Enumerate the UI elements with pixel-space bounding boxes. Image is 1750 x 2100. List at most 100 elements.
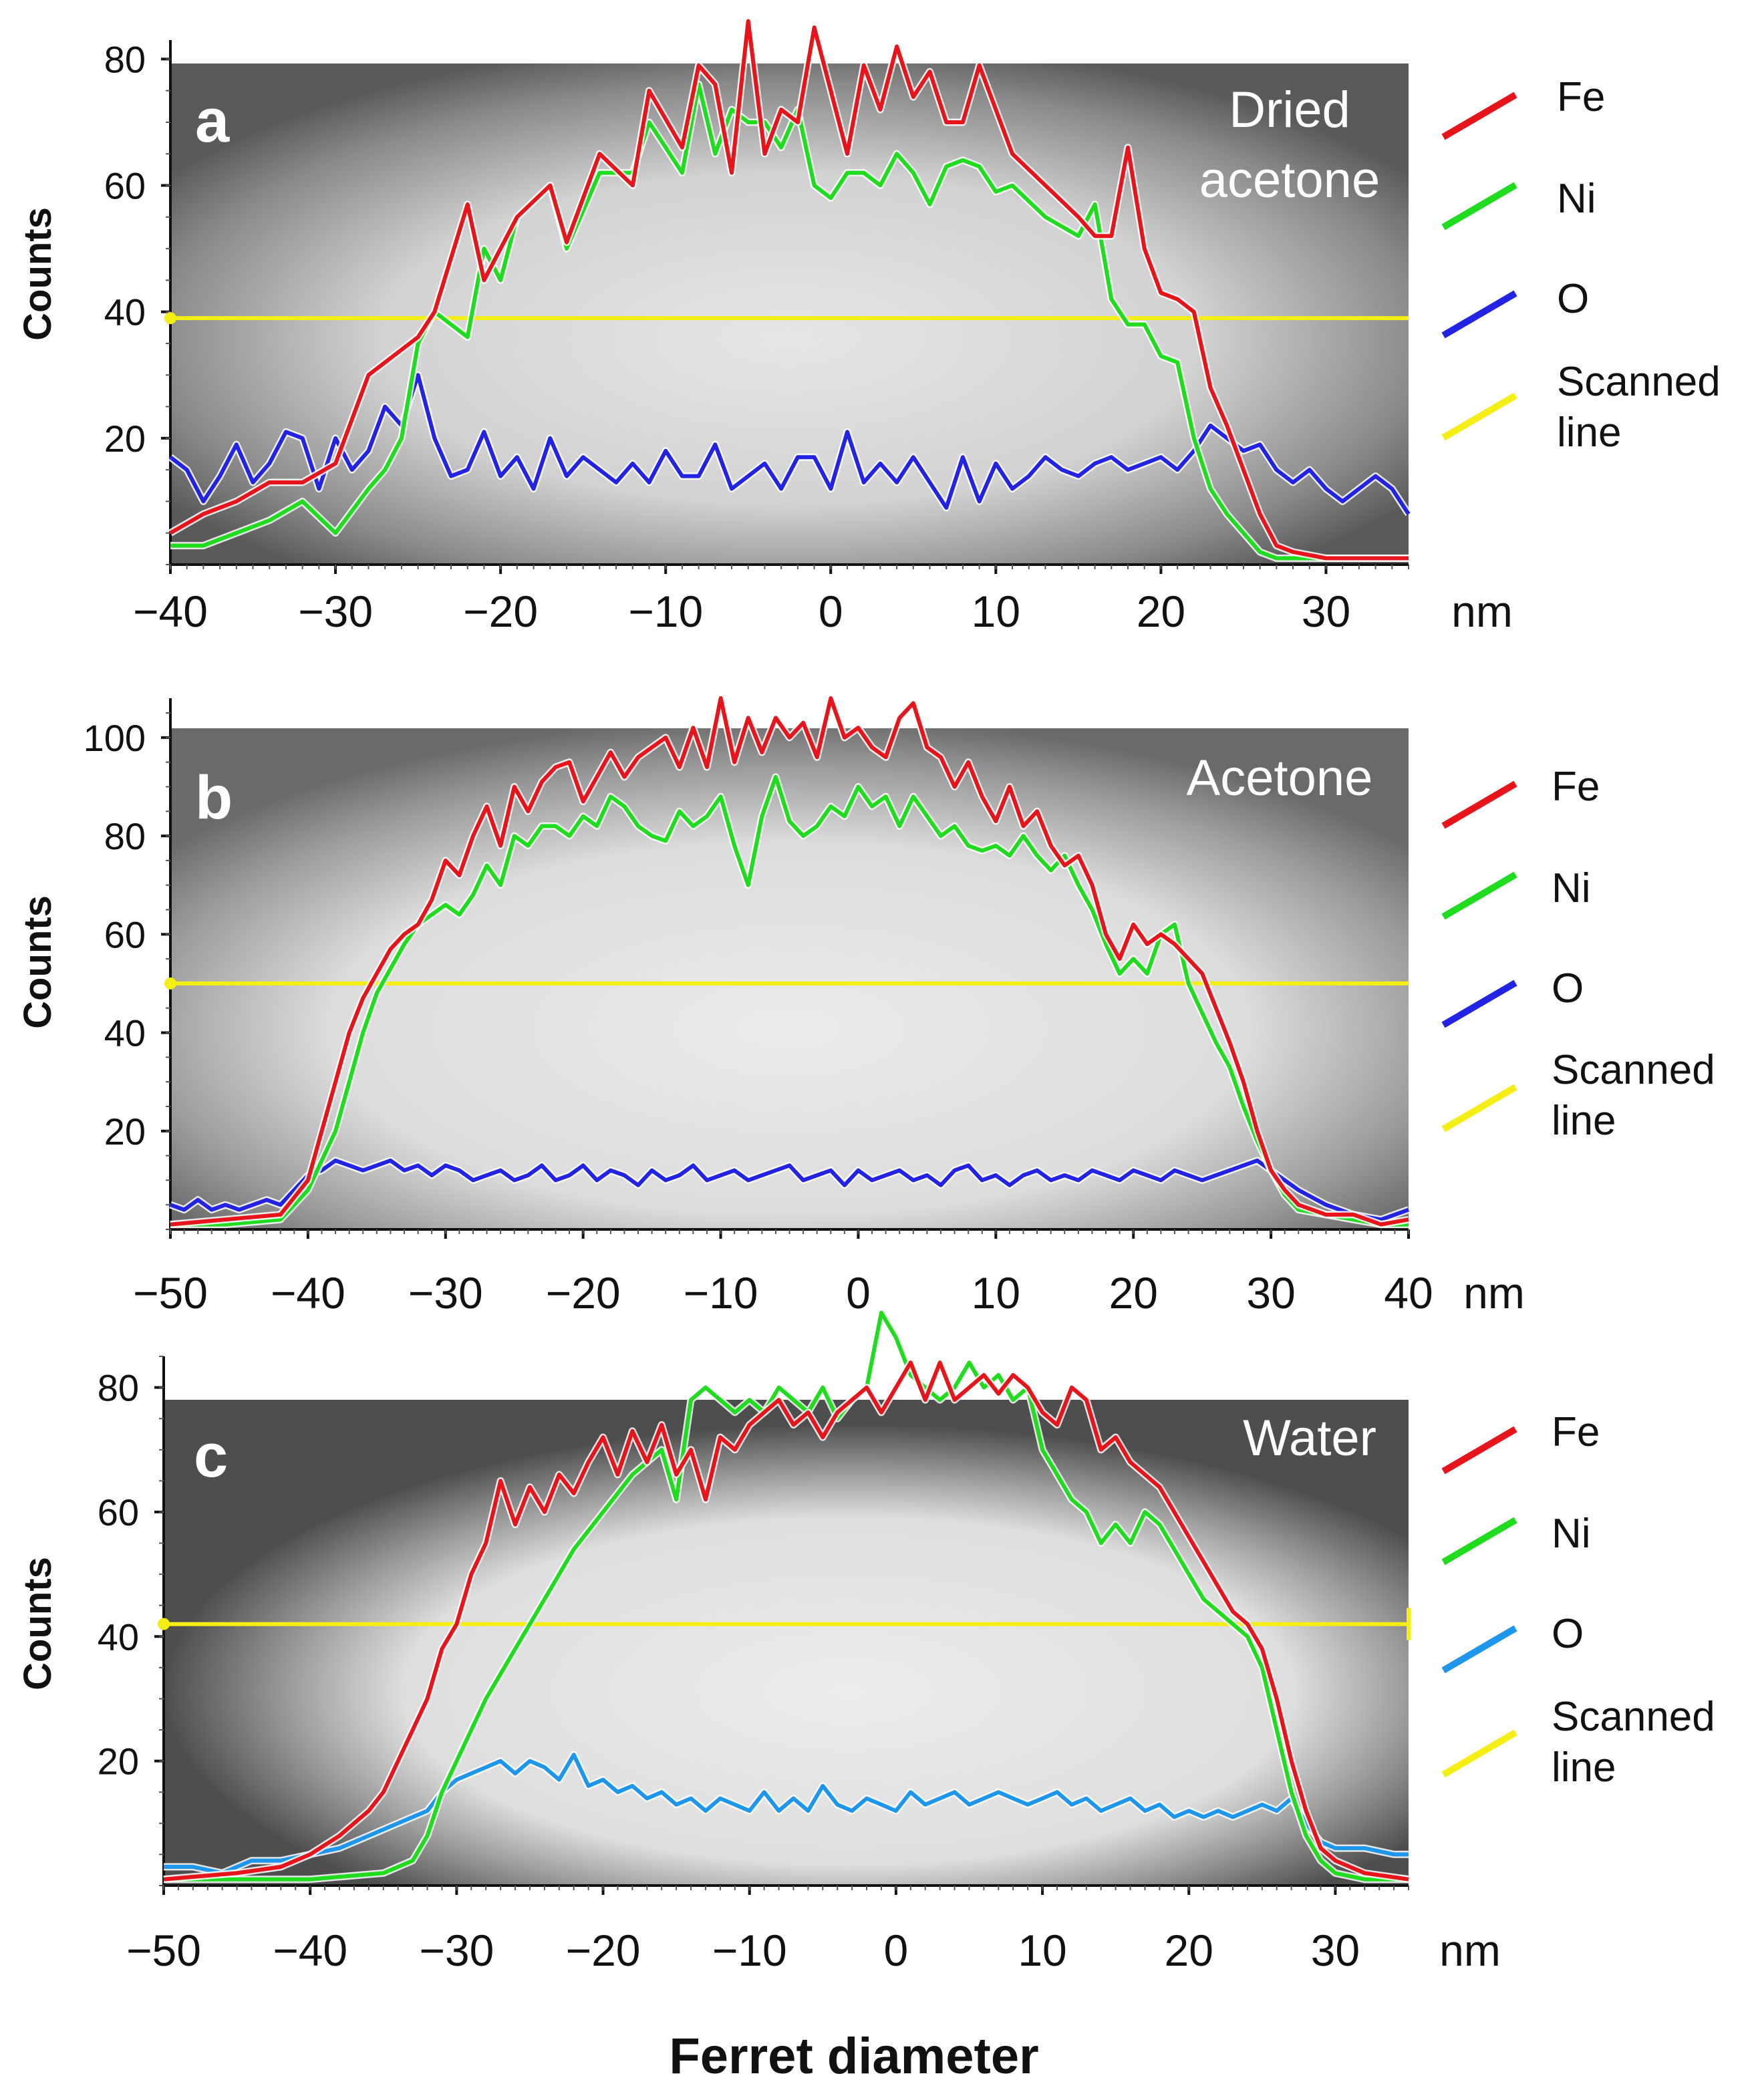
legend-c-fe-swatch <box>1441 1426 1517 1475</box>
legend-c-ni-label: Ni <box>1552 1511 1591 1557</box>
panel-c-ytick-label: 60 <box>98 1491 139 1533</box>
panel-b-x-unit: nm <box>1463 1268 1525 1318</box>
panel-a-title-line-2: acetone <box>1199 152 1380 208</box>
panel-a-xtick-label: −30 <box>298 587 373 636</box>
panel-c-xtick-label: −10 <box>712 1926 787 1975</box>
panel-c-xtick-label: 20 <box>1165 1926 1213 1975</box>
legend-c-ni-swatch <box>1441 1517 1517 1565</box>
panel-a-xtick-label: 10 <box>972 587 1020 636</box>
panel-b-title: Acetone <box>1187 750 1373 806</box>
panel-a-fe-series <box>169 19 1409 561</box>
panel-a-xtick-label: −10 <box>628 587 703 636</box>
panel-c-fe-series <box>163 1360 1409 1882</box>
panel-a-xtick-label: −40 <box>133 587 208 636</box>
legend-a-ni-swatch <box>1441 182 1517 231</box>
panel-c-xtick-label: 0 <box>884 1926 909 1975</box>
panel-a-ylabel: Counts <box>16 207 59 341</box>
panel-a-xtick-label: 20 <box>1137 587 1185 636</box>
panel-b-legend: Fe Ni O Scanned line <box>1441 764 1715 1144</box>
panel-a-ytick-label: 40 <box>104 291 146 333</box>
legend-c-scanned-label: Scanned line <box>1552 1694 1715 1791</box>
panel-a-label: a <box>195 87 230 155</box>
panel-c-scanned-line-start <box>158 1618 170 1630</box>
panel-a-ytick-label: 60 <box>104 165 146 207</box>
legend-b-ni-swatch <box>1441 871 1517 920</box>
panel-c-o-series <box>164 1753 1409 1876</box>
panel-b-ytick-label: 60 <box>104 913 146 955</box>
panel-a-x-unit: nm <box>1451 587 1513 636</box>
panel-c-series <box>158 1309 1411 1884</box>
panel-c-ytick-label: 40 <box>98 1616 139 1658</box>
panel-a-o-series <box>169 373 1411 515</box>
panel-b-xtick-label: 30 <box>1246 1268 1295 1318</box>
panel-b-ytick-label: 20 <box>104 1110 146 1153</box>
panel-c-ytick-label: 80 <box>98 1367 139 1409</box>
panel-b-ytick-label: 100 <box>84 717 146 759</box>
panel-c-yticks: 20 40 60 80 <box>98 1356 164 1886</box>
panel-a: a Dried acetone Counts nm 20 40 60 80 −40 −3… <box>16 17 1721 636</box>
legend-b-scanned-label: Scanned line <box>1552 1047 1715 1144</box>
legend-a-fe-swatch <box>1441 92 1517 140</box>
panel-c-xtick-label: −30 <box>419 1926 494 1975</box>
panel-b-yticks: 20 40 60 80 100 <box>84 712 170 1230</box>
panel-c-legend: Fe Ni O Scanned line <box>1441 1409 1715 1791</box>
panel-b-label: b <box>195 764 233 832</box>
panel-a-scanned-line-start <box>164 312 176 325</box>
legend-b-o-swatch <box>1441 980 1517 1028</box>
panel-a-ytick-label: 80 <box>104 38 146 80</box>
panel-b-xtick-label: −50 <box>133 1268 208 1318</box>
panel-b-xtick-label: 0 <box>846 1268 871 1318</box>
panel-b-series <box>164 694 1410 1229</box>
legend-a-fe-label: Fe <box>1557 74 1605 120</box>
panel-b-scanned-line-start <box>164 977 176 990</box>
panel-b-ylabel: Counts <box>16 895 59 1029</box>
legend-b-fe-swatch <box>1441 780 1517 829</box>
panel-a-xticks: −40 −30 −20 −10 0 10 20 30 <box>133 565 1409 636</box>
panel-a-yticks: 20 40 60 80 <box>104 38 170 565</box>
panel-a-image <box>170 63 1409 565</box>
panel-a-legend: Fe Ni O Scanned line <box>1441 74 1721 456</box>
panel-a-xtick-label: −20 <box>463 587 538 636</box>
panel-c-title: Water <box>1243 1410 1376 1467</box>
panel-b-xtick-label: −40 <box>271 1268 345 1318</box>
panel-a-xtick-label: 0 <box>819 587 843 636</box>
legend-a-ni-label: Ni <box>1557 176 1596 222</box>
legend-a-scanned-label: Scanned line <box>1557 359 1721 456</box>
panel-b-xtick-label: −20 <box>546 1268 621 1318</box>
legend-c-scanned-swatch <box>1441 1729 1517 1778</box>
panel-b-xtick-label: −30 <box>408 1268 483 1318</box>
panel-c-xtick-label: 10 <box>1018 1926 1066 1975</box>
legend-b-fe-label: Fe <box>1552 764 1600 810</box>
panel-a-xtick-label: 30 <box>1302 587 1350 636</box>
panel-a-ytick-label: 20 <box>104 418 146 460</box>
panel-c-label: c <box>194 1422 228 1490</box>
panel-b-o-series <box>169 1158 1410 1222</box>
panel-c-ytick-label: 20 <box>98 1741 139 1783</box>
panel-b-ni-series <box>170 774 1409 1227</box>
panel-b-xtick-label: 40 <box>1384 1268 1433 1318</box>
figure-xlabel: Ferret diameter <box>669 2028 1038 2085</box>
panel-b-xtick-label: 10 <box>972 1268 1020 1318</box>
panel-b-ytick-label: 80 <box>104 815 146 857</box>
legend-b-ni-label: Ni <box>1552 865 1591 911</box>
panel-c-x-unit: nm <box>1439 1926 1501 1975</box>
panel-c-xtick-label: −50 <box>126 1926 201 1975</box>
panel-c-xtick-label: −20 <box>566 1926 641 1975</box>
panel-b-fe-series <box>170 696 1409 1227</box>
legend-a-o-swatch <box>1441 290 1517 339</box>
legend-a-scanned-swatch <box>1441 392 1517 441</box>
legend-b-scanned-swatch <box>1441 1084 1517 1133</box>
legend-b-o-label: O <box>1552 965 1584 1012</box>
panel-b-xtick-label: −10 <box>684 1268 758 1318</box>
legend-c-o-label: O <box>1552 1611 1584 1657</box>
panel-b-xticks: −50 −40 −30 −20 −10 0 10 20 30 40 <box>133 1229 1433 1318</box>
panel-a-title-line-1: Dried <box>1229 82 1350 138</box>
panel-c-xtick-label: 30 <box>1311 1926 1360 1975</box>
legend-a-o-label: O <box>1557 276 1589 322</box>
panel-c-ylabel: Counts <box>16 1557 59 1690</box>
legend-c-fe-label: Fe <box>1552 1409 1600 1455</box>
panel-b-ytick-label: 40 <box>104 1012 146 1054</box>
